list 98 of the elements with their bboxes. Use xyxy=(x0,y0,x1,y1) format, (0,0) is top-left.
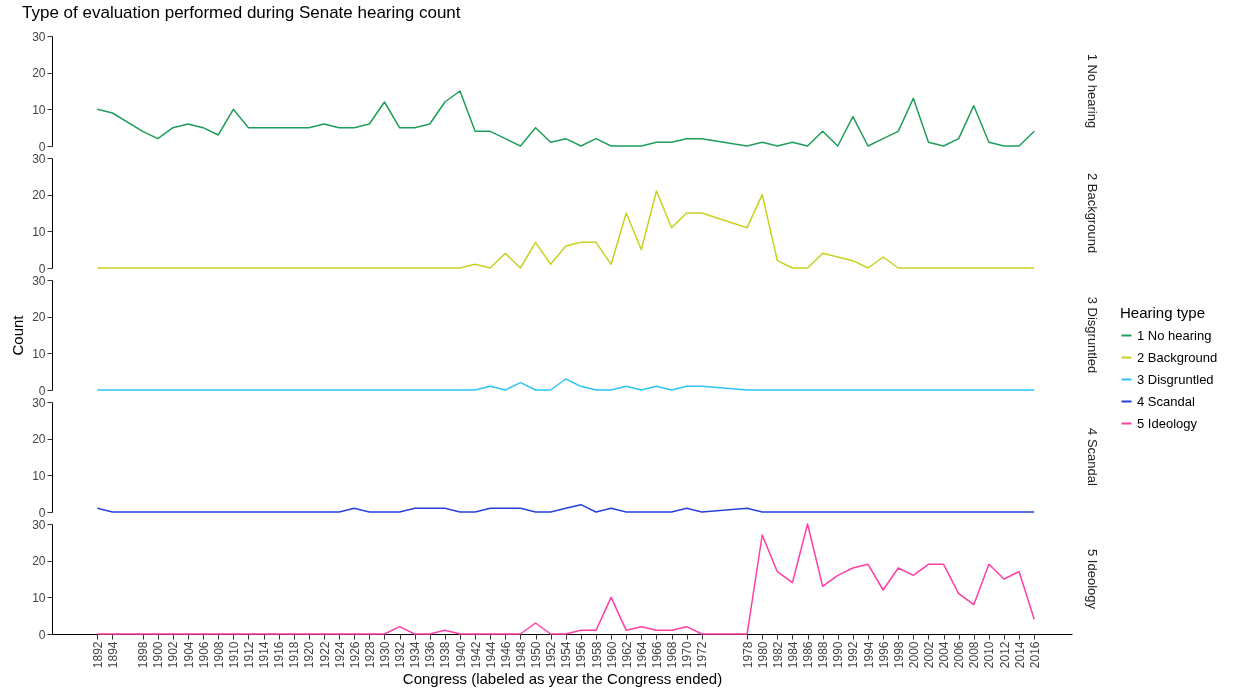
line-series xyxy=(96,190,1035,269)
x-tick-label: 2002 xyxy=(921,641,936,669)
y-tick-label: 30 xyxy=(32,151,46,166)
y-tick-label: 10 xyxy=(32,102,46,117)
x-tick-label: 1936 xyxy=(423,641,438,669)
x-tick-label: 1982 xyxy=(770,641,785,669)
x-tick-label: 1924 xyxy=(332,641,347,669)
x-tick-label: 1954 xyxy=(559,641,574,669)
x-tick-label: 2010 xyxy=(982,641,997,669)
text: 5 Ideology xyxy=(1137,415,1197,431)
x-tick-label: 1946 xyxy=(498,641,513,669)
x-tick-label: 1970 xyxy=(680,641,695,669)
x-tick-label: 1918 xyxy=(287,641,302,669)
y-tick-label: 0 xyxy=(38,261,46,276)
y-tick-label: 0 xyxy=(38,505,46,520)
x-tick-label: 1994 xyxy=(861,641,876,669)
x-tick-label: 1996 xyxy=(876,641,891,669)
x-tick-label: 1938 xyxy=(438,641,453,669)
text: 3 Disgruntled xyxy=(1085,296,1100,374)
x-tick-label: 2012 xyxy=(997,641,1012,669)
x-tick-label: 2006 xyxy=(952,641,967,669)
y-tick-label: 20 xyxy=(32,310,46,325)
x-tick-label: 1992 xyxy=(846,641,861,669)
y-tick-label: 10 xyxy=(32,468,46,483)
x-tick-label: 1906 xyxy=(196,641,211,669)
x-tick-label: 1916 xyxy=(272,641,287,669)
y-tick-label: 10 xyxy=(32,346,46,361)
text: 4 Scandal xyxy=(1137,393,1195,409)
x-tick-label: 1908 xyxy=(211,641,226,669)
x-tick-label: 2014 xyxy=(1012,641,1027,669)
x-tick-label: 1944 xyxy=(483,641,498,669)
x-tick-label: 1956 xyxy=(574,641,589,669)
x-tick-label: 1966 xyxy=(649,641,664,669)
x-tick-label: 1930 xyxy=(377,641,392,669)
legend-title: Hearing type xyxy=(1120,304,1206,321)
y-tick-label: 0 xyxy=(38,139,46,154)
x-tick-label: 1904 xyxy=(181,641,196,669)
x-tick-label: 1986 xyxy=(801,641,816,669)
line-series xyxy=(96,90,1035,147)
x-tick-label: 1948 xyxy=(513,641,528,669)
x-tick-label: 1914 xyxy=(257,641,272,669)
y-tick-label: 20 xyxy=(32,66,46,81)
y-tick-label: 20 xyxy=(32,432,46,447)
x-tick-label: 2016 xyxy=(1027,641,1042,669)
x-tick-label: 1900 xyxy=(151,641,166,669)
x-tick-label: 1932 xyxy=(393,641,408,669)
line-series xyxy=(96,378,1035,391)
x-tick-label: 1968 xyxy=(665,641,680,669)
x-tick-label: 1964 xyxy=(634,641,649,669)
x-tick-label: 1978 xyxy=(740,641,755,669)
text: 1 No hearing xyxy=(1085,53,1100,129)
y-tick-label: 0 xyxy=(38,383,46,398)
text: 4 Scandal xyxy=(1085,428,1100,487)
y-tick-label: 30 xyxy=(32,273,46,288)
x-tick-label: 1980 xyxy=(755,641,770,669)
x-tick-label: 1934 xyxy=(408,641,423,669)
text: 2 Background xyxy=(1137,349,1218,365)
y-tick-label: 20 xyxy=(32,188,46,203)
y-tick-label: 30 xyxy=(32,395,46,410)
x-tick-label: 1922 xyxy=(317,641,332,669)
x-tick-label: 1942 xyxy=(468,641,483,669)
x-tick-label: 1928 xyxy=(362,641,377,669)
x-tick-label: 2000 xyxy=(906,641,921,669)
chart-title: Type of evaluation performed during Senate hearing count xyxy=(22,3,461,22)
x-tick-label: 1984 xyxy=(785,641,800,669)
x-tick-label: 1926 xyxy=(347,641,362,669)
x-tick-label: 2008 xyxy=(967,641,982,669)
y-axis-title: Count xyxy=(9,314,27,356)
y-tick-label: 0 xyxy=(38,627,46,642)
text: 2 Background xyxy=(1085,172,1100,254)
x-tick-label: 1988 xyxy=(816,641,831,669)
x-tick-label: 1940 xyxy=(453,641,468,669)
x-tick-label: 1962 xyxy=(619,641,634,669)
legend-label: 1 No hearing xyxy=(1137,327,1212,343)
y-tick-label: 10 xyxy=(32,590,46,605)
text: 5 Ideology xyxy=(1085,549,1100,610)
x-tick-label: 1952 xyxy=(544,641,559,669)
x-tick-label: 1990 xyxy=(831,641,846,669)
y-tick-label: 30 xyxy=(32,29,46,44)
x-tick-label: 1960 xyxy=(604,641,619,669)
x-tick-label: 1972 xyxy=(695,641,710,669)
x-tick-label: 1958 xyxy=(589,641,604,669)
x-tick-label: 2004 xyxy=(937,641,952,669)
x-tick-label: 1998 xyxy=(891,641,906,669)
x-tick-label: 1894 xyxy=(105,641,120,669)
x-tick-label: 1920 xyxy=(302,641,317,669)
x-axis-title: Congress (labeled as year the Congress ended) xyxy=(402,670,723,688)
y-tick-label: 30 xyxy=(32,517,46,532)
y-tick-label: 20 xyxy=(32,554,46,569)
x-tick-label: 1910 xyxy=(226,641,241,669)
x-tick-label: 1892 xyxy=(90,641,105,669)
y-tick-label: 10 xyxy=(32,224,46,239)
x-tick-label: 1898 xyxy=(136,641,151,669)
x-tick-label: 1950 xyxy=(529,641,544,669)
x-tick-label: 1912 xyxy=(241,641,256,669)
text: 3 Disgruntled xyxy=(1137,371,1214,387)
line-series xyxy=(96,523,1035,635)
x-tick-label: 1902 xyxy=(166,641,181,669)
